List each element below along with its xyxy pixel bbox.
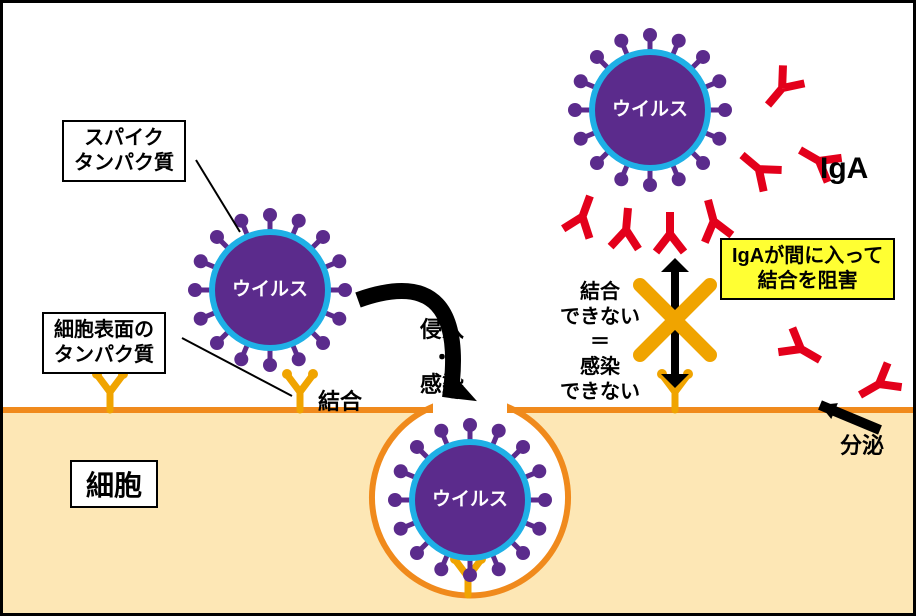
cannot-bind-label: 結合 できない ＝ 感染 できない <box>560 280 640 405</box>
virus-icon: ウイルス <box>188 208 352 372</box>
diagram-root: ウイルスウイルスウイルススパイク タンパク質細胞表面の タンパク質細胞IgAが間… <box>0 0 916 616</box>
virus-icon: ウイルス <box>568 28 732 192</box>
receptor-icon <box>282 369 318 410</box>
antibody-icon <box>694 196 731 242</box>
virus-label: ウイルス <box>432 488 508 510</box>
antibody-icon <box>656 212 684 252</box>
secrete-label: 分泌 <box>840 432 884 460</box>
invade-label: 侵入 ・ 感染 <box>420 316 464 399</box>
spike-protein-label: スパイク タンパク質 <box>62 120 186 182</box>
antibody-icon <box>563 191 603 238</box>
antibody-icon <box>853 363 902 407</box>
iga-callout: IgAが間に入って 結合を阻害 <box>720 238 895 300</box>
receptor-icon <box>92 369 128 410</box>
antibody-icon <box>611 207 642 249</box>
iga-label: IgA <box>820 150 868 188</box>
bind-label: 結合 <box>318 388 362 416</box>
virus-label: ウイルス <box>232 278 308 300</box>
antibody-icon <box>757 65 804 114</box>
antibody-icon <box>778 328 827 372</box>
virus-icon: ウイルス <box>388 418 552 582</box>
leader-line <box>196 160 240 232</box>
antibody-icon <box>733 144 782 191</box>
virus-label: ウイルス <box>612 98 688 120</box>
cell-label: 細胞 <box>70 460 158 508</box>
receptor-protein-label: 細胞表面の タンパク質 <box>42 312 166 374</box>
